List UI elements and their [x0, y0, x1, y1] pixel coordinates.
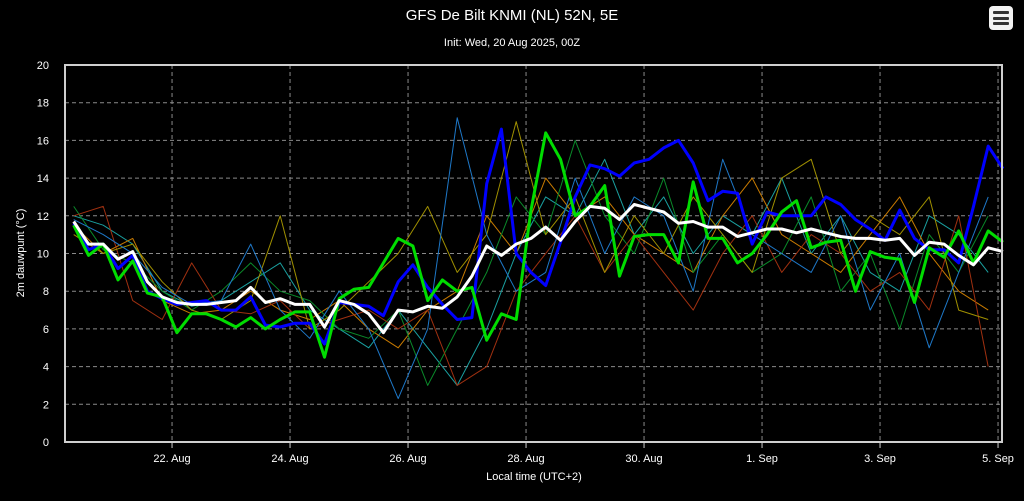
hamburger-menu-icon-bar [993, 16, 1009, 20]
y-tick-label: 16 [37, 135, 49, 147]
y-tick-label: 18 [37, 98, 49, 110]
hamburger-menu-icon-bar [993, 22, 1009, 25]
plot-border [64, 64, 1003, 443]
y-tick-label: 8 [43, 286, 49, 298]
ensemble-member-line [73, 158, 989, 386]
grid [65, 65, 1002, 442]
y-tick-label: 6 [43, 324, 49, 336]
ensemble-member-line [73, 117, 989, 400]
ensemble-mean-line [72, 203, 1004, 335]
x-tick-label: 5. Sep [982, 453, 1014, 465]
x-axis: 22. Aug 24. Aug 26. Aug 28. Aug 30. Aug 1. Se… [153, 442, 1014, 465]
ensemble-member-line [73, 121, 989, 330]
x-tick-label: 24. Aug [271, 453, 308, 465]
ensemble-member-line [73, 205, 989, 386]
x-tick-label: 3. Sep [864, 453, 896, 465]
x-tick-label: 30. Aug [625, 453, 662, 465]
series-layer [72, 117, 1005, 400]
y-tick-label: 4 [43, 362, 49, 374]
chart-title: GFS De Bilt KNMI (NL) 52N, 5E [406, 7, 619, 24]
y-axis-label: 2m dauwpunt (°C) [15, 209, 27, 298]
y-tick-label: 20 [37, 60, 49, 72]
x-tick-label: 26. Aug [389, 453, 426, 465]
hamburger-menu-icon [993, 11, 1009, 14]
x-axis-label: Local time (UTC+2) [486, 471, 582, 483]
y-tick-label: 2 [43, 399, 49, 411]
y-axis: 0 2 4 6 8 10 12 14 16 18 20 [37, 60, 49, 449]
chart-subtitle: Init: Wed, 20 Aug 2025, 00Z [444, 37, 580, 49]
x-tick-label: 28. Aug [507, 453, 544, 465]
y-tick-label: 10 [37, 249, 49, 261]
x-tick-label: 22. Aug [153, 453, 190, 465]
green-member-line [72, 131, 1004, 359]
x-tick-label: 1. Sep [746, 453, 778, 465]
y-tick-label: 14 [37, 173, 49, 185]
y-tick-label: 12 [37, 211, 49, 223]
chart-menu-button[interactable] [989, 6, 1013, 30]
y-tick-label: 0 [43, 437, 49, 449]
blue-member-line [72, 127, 1005, 346]
